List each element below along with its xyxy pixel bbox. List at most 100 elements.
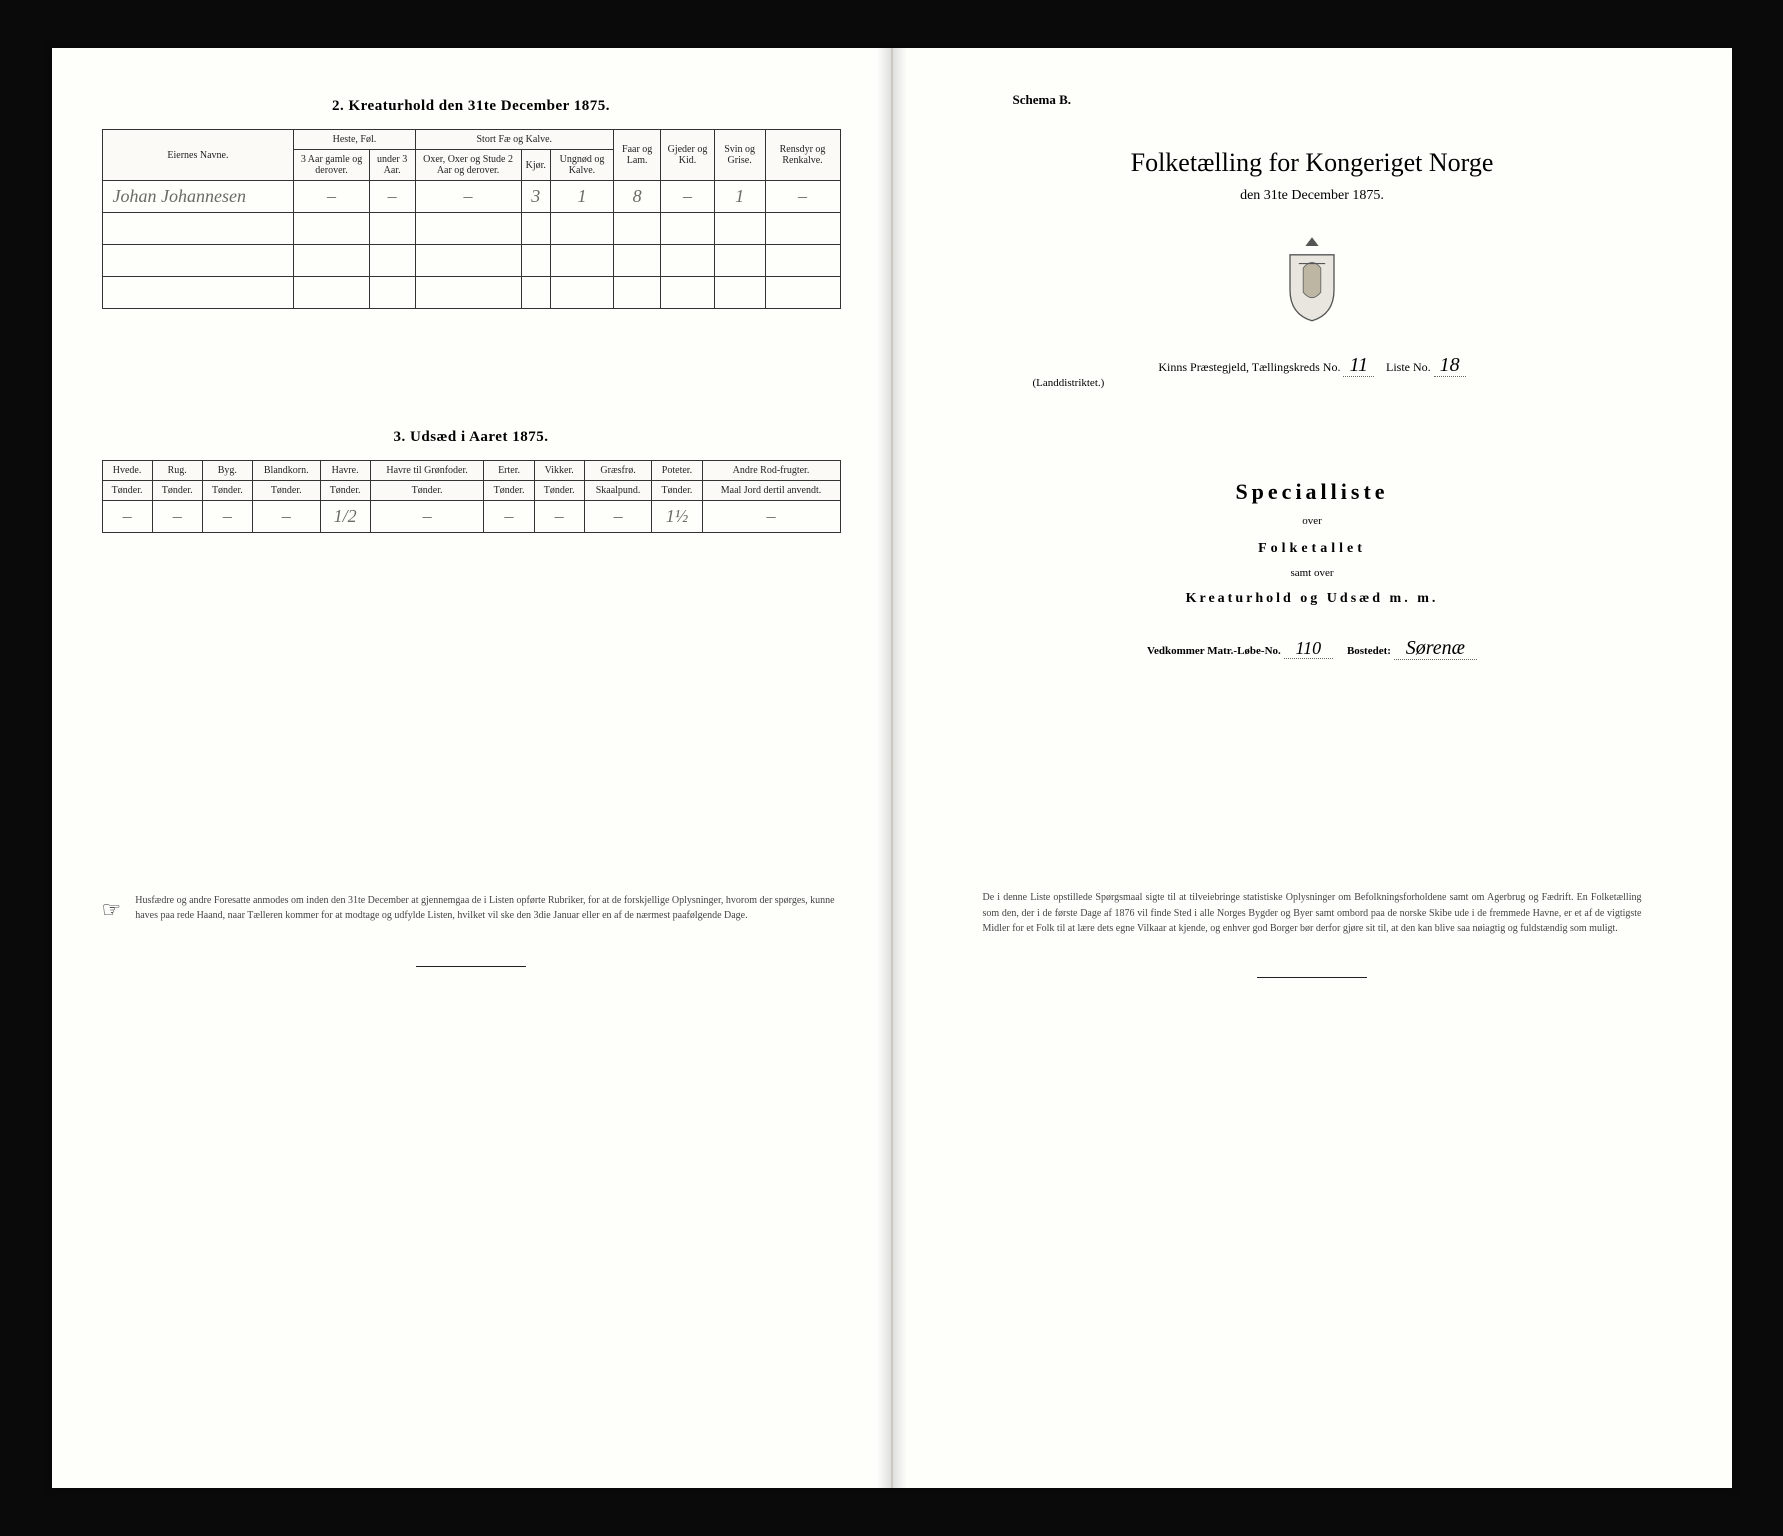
cell: – (534, 501, 584, 533)
cell: Johan Johannesen (102, 181, 294, 213)
cell: – (370, 501, 484, 533)
col-horse-b: under 3 Aar. (369, 150, 415, 181)
unit: Tønder. (102, 481, 152, 501)
col-goat: Gjeder og Kid. (661, 130, 714, 181)
left-footnote-text: Husfædre og andre Foresatte anmodes om i… (135, 893, 840, 923)
col-byg: Byg. (202, 461, 252, 481)
unit: Tønder. (320, 481, 370, 501)
cell (661, 245, 714, 277)
divider (416, 966, 526, 967)
cell (661, 213, 714, 245)
cell (614, 277, 661, 309)
col-havreg: Havre til Grønfoder. (370, 461, 484, 481)
cell (415, 245, 521, 277)
col-graes: Græsfrø. (584, 461, 652, 481)
bosted: Sørenæ (1394, 637, 1477, 660)
district-line: Kinns Præstegjeld, Tællingskreds No. 11 … (1016, 354, 1607, 377)
over-label: over (943, 515, 1682, 527)
cell: – (702, 501, 840, 533)
cell: 1/2 (320, 501, 370, 533)
matr-line: Vedkommer Matr.-Løbe-No. 110 Bostedet: S… (943, 637, 1682, 660)
unit: Maal Jord dertil anvendt. (702, 481, 840, 501)
cell: 8 (614, 181, 661, 213)
cell: – (661, 181, 714, 213)
section2-title: 2. Kreaturhold den 31te December 1875. (102, 98, 841, 115)
col-erter: Erter. (484, 461, 534, 481)
cell (550, 213, 613, 245)
cell: – (765, 181, 840, 213)
col-pig: Svin og Grise. (714, 130, 765, 181)
col-cattle-a: Oxer, Oxer og Stude 2 Aar og derover. (415, 150, 521, 181)
col-reindeer: Rensdyr og Renkalve. (765, 130, 840, 181)
col-owner: Eiernes Navne. (102, 130, 294, 181)
main-title: Folketælling for Kongeriget Norge (943, 148, 1682, 178)
district-prefix: Kinns (1158, 360, 1187, 374)
cell: – (294, 181, 369, 213)
cell: – (102, 501, 152, 533)
cell (294, 213, 369, 245)
unit: Skaalpund. (584, 481, 652, 501)
bosted-label: Bostedet: (1347, 645, 1391, 657)
table-row: Johan Johannesen–––318–1– (102, 181, 840, 213)
col-sheep: Faar og Lam. (614, 130, 661, 181)
section3-title: 3. Udsæd i Aaret 1875. (102, 429, 841, 446)
left-footnote-block: ☞ Husfædre og andre Foresatte anmodes om… (102, 893, 841, 926)
district-label1: Præstegjeld, Tællingskreds No. (1190, 360, 1340, 374)
right-page: Schema B. Folketælling for Kongeriget No… (892, 48, 1732, 1488)
sowing-row: – – – – 1/2 – – – – 1½ – (102, 501, 840, 533)
col-vikker: Vikker. (534, 461, 584, 481)
cell (614, 213, 661, 245)
cell (714, 245, 765, 277)
cell (765, 245, 840, 277)
cell: – (584, 501, 652, 533)
cell (550, 277, 613, 309)
cell (294, 245, 369, 277)
matr-no: 110 (1284, 638, 1334, 659)
unit: Tønder. (202, 481, 252, 501)
col-bland: Blandkorn. (252, 461, 320, 481)
cell (102, 277, 294, 309)
sowing-table: Hvede. Rug. Byg. Blandkorn. Havre. Havre… (102, 460, 841, 533)
unit: Tønder. (152, 481, 202, 501)
schema-label: Schema B. (1013, 92, 1682, 108)
table-row (102, 213, 840, 245)
cell (415, 277, 521, 309)
col-cattle-c: Ungnød og Kalve. (550, 150, 613, 181)
cell: 1 (550, 181, 613, 213)
cell: – (202, 501, 252, 533)
coat-of-arms-icon (1279, 234, 1345, 324)
cell (369, 245, 415, 277)
col-rug: Rug. (152, 461, 202, 481)
cell: – (415, 181, 521, 213)
cell (614, 245, 661, 277)
cell (714, 277, 765, 309)
left-page: 2. Kreaturhold den 31te December 1875. E… (52, 48, 892, 1488)
cell (521, 277, 550, 309)
right-footnote: De i denne Liste opstillede Spørgsmaal s… (983, 890, 1642, 937)
cell: 1½ (652, 501, 702, 533)
cell (369, 213, 415, 245)
col-cattle-b: Kjør. (521, 150, 550, 181)
cell (550, 245, 613, 277)
unit: Tønder. (370, 481, 484, 501)
cell (294, 277, 369, 309)
table-row (102, 277, 840, 309)
samt-over: samt over (943, 567, 1682, 579)
land-district: (Landdistriktet.) (1033, 377, 1682, 389)
list-label: Liste No. (1386, 360, 1431, 374)
col-hvede: Hvede. (102, 461, 152, 481)
matr-label: Vedkommer Matr.-Løbe-No. (1147, 645, 1281, 657)
special-title: Specialliste (943, 479, 1682, 505)
cell (521, 245, 550, 277)
cell (765, 213, 840, 245)
cell (661, 277, 714, 309)
unit: Tønder. (652, 481, 702, 501)
cell (415, 213, 521, 245)
cell (102, 245, 294, 277)
pointing-hand-icon: ☞ (102, 893, 122, 926)
cell: – (152, 501, 202, 533)
livestock-table: Eiernes Navne. Heste, Føl. Stort Fæ og K… (102, 129, 841, 309)
cell: – (252, 501, 320, 533)
cell (765, 277, 840, 309)
col-horse-a: 3 Aar gamle og derover. (294, 150, 369, 181)
